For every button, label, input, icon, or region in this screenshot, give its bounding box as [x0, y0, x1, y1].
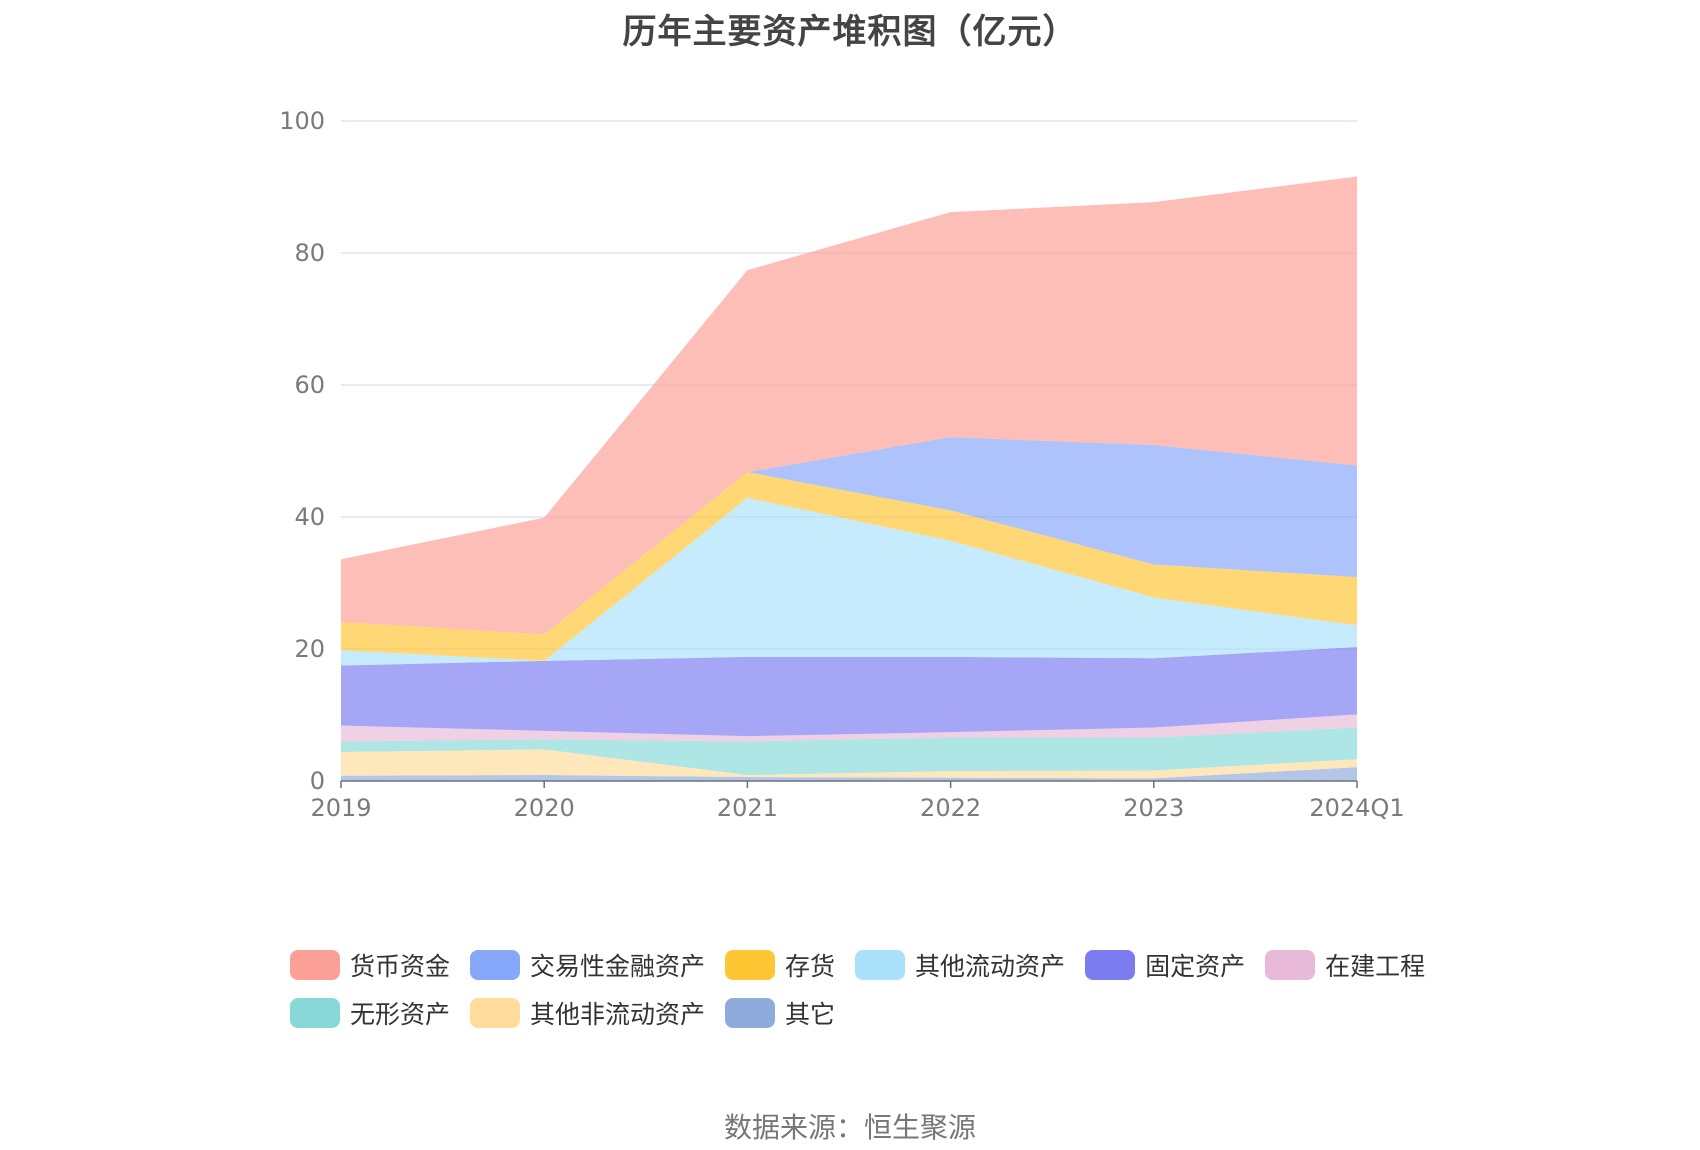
legend-swatch	[1085, 950, 1136, 980]
y-tick-label-20: 20	[294, 635, 325, 663]
y-tick-label-80: 80	[294, 239, 325, 267]
x-tick-label-0: 2019	[310, 794, 371, 822]
legend-item-3[interactable]: 其他流动资产	[855, 948, 1065, 982]
area-series-5	[341, 497, 1357, 666]
legend-label: 交易性金融资产	[530, 952, 706, 981]
legend-item-6[interactable]: 无形资产	[290, 996, 450, 1030]
y-tick-label-60: 60	[294, 371, 325, 399]
legend-item-5[interactable]: 在建工程	[1265, 948, 1425, 982]
legend-swatch	[290, 998, 340, 1028]
legend-label: 无形资产	[350, 1000, 451, 1029]
x-tick-label-5: 2024Q1	[1309, 794, 1404, 822]
legend-label: 存货	[785, 952, 836, 981]
area-series-2	[341, 727, 1357, 776]
area-series-0	[341, 767, 1357, 781]
area-series-1	[341, 749, 1357, 779]
legend-swatch	[855, 950, 906, 980]
y-tick-label-40: 40	[294, 503, 325, 531]
legend-label: 其他流动资产	[915, 952, 1066, 981]
legend-item-1[interactable]: 交易性金融资产	[470, 948, 705, 982]
chart-title: 历年主要资产堆积图（亿元）	[622, 12, 1078, 52]
legend-item-2[interactable]: 存货	[725, 948, 835, 982]
area-series-6	[341, 472, 1357, 661]
legend-label: 固定资产	[1145, 952, 1246, 981]
legend-swatch	[290, 950, 340, 980]
legend-item-8[interactable]: 其它	[725, 996, 835, 1030]
legend: 货币资金 交易性金融资产 存货 其他流动资产 固定资产 在建工程无形资产 其他非流动资产 其它	[290, 948, 1440, 1030]
x-tick-label-1: 2020	[514, 794, 575, 822]
axes: 0 20 40 60 80 100 2019 2020 2021 2022 2023 2024Q1	[279, 107, 1404, 822]
stacked-area-chart: 0 20 40 60 80 100 2019 2020 2021 2022 2023 2024Q1	[279, 107, 1404, 822]
legend-label: 货币资金	[350, 952, 451, 981]
legend-swatch	[470, 998, 521, 1028]
legend-item-7[interactable]: 其他非流动资产	[470, 996, 705, 1030]
legend-swatch	[470, 950, 521, 980]
area-series-7	[341, 437, 1357, 635]
legend-swatch	[725, 998, 776, 1028]
y-tick-label-100: 100	[279, 107, 325, 135]
area-series-3	[341, 714, 1357, 742]
legend-swatch	[725, 950, 776, 980]
source-note: 数据来源：恒生聚源	[723, 1111, 976, 1144]
legend-item-0[interactable]: 货币资金	[290, 948, 450, 982]
x-tick-label-2: 2021	[717, 794, 778, 822]
y-tick-label-0: 0	[310, 767, 325, 795]
area-series	[341, 176, 1357, 781]
legend-swatch	[1265, 950, 1316, 980]
legend-item-4[interactable]: 固定资产	[1085, 948, 1245, 982]
legend-label: 其他非流动资产	[530, 1000, 706, 1029]
x-tick-label-4: 2023	[1123, 794, 1184, 822]
legend-label: 在建工程	[1325, 952, 1426, 981]
legend-label: 其它	[785, 1000, 836, 1029]
x-tick-label-3: 2022	[920, 794, 981, 822]
area-series-4	[341, 647, 1357, 737]
area-series-8	[341, 176, 1357, 635]
